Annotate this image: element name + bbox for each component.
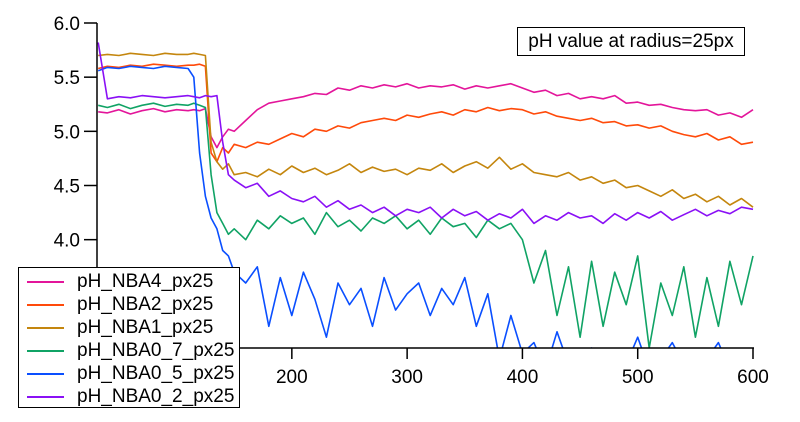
legend-label: pH_NBA1_px25	[77, 316, 214, 338]
y-tick-label: 4.0	[54, 231, 80, 252]
series-line-pH_NBA2_px25	[98, 63, 754, 163]
legend-item: pH_NBA0_2_px25	[19, 385, 239, 408]
x-tick-label: 400	[507, 367, 539, 388]
legend-swatch	[27, 303, 64, 306]
series-line-pH_NBA0_7_px25	[98, 102, 754, 348]
y-tick-label: 5.0	[54, 122, 80, 143]
x-tick-label: 500	[622, 367, 654, 388]
legend-item: pH_NBA4_px25	[19, 270, 239, 293]
y-tick-label: 6.0	[54, 14, 80, 35]
legend-swatch	[27, 372, 64, 375]
x-tick-label: 200	[276, 367, 308, 388]
legend-swatch	[27, 280, 64, 283]
legend-label: pH_NBA4_px25	[77, 270, 214, 292]
legend-swatch	[27, 349, 64, 352]
legend-label: pH_NBA2_px25	[77, 293, 214, 315]
legend-item: pH_NBA2_px25	[19, 293, 239, 316]
y-tick-label: 4.5	[54, 177, 80, 198]
x-tick-label: 300	[391, 367, 423, 388]
series-line-pH_NBA0_5_px25	[97, 65, 753, 348]
legend-item: pH_NBA0_5_px25	[19, 362, 239, 385]
legend-label: pH_NBA0_7_px25	[77, 339, 235, 361]
chart-title: pH value at radius=25px	[517, 27, 745, 56]
legend-swatch	[27, 395, 64, 398]
series-line-pH_NBA1_px25	[98, 52, 754, 208]
series-line-pH_NBA4_px25	[98, 82, 754, 149]
legend-label: pH_NBA0_5_px25	[77, 362, 235, 384]
legend: pH_NBA4_px25 pH_NBA2_px25 pH_NBA1_px25 p…	[18, 267, 240, 408]
x-tick-label: 600	[737, 367, 769, 388]
series-line-pH_NBA0_2_px25	[97, 42, 754, 225]
legend-item: pH_NBA1_px25	[19, 316, 239, 339]
legend-item: pH_NBA0_7_px25	[19, 339, 239, 362]
y-tick-label: 5.5	[54, 68, 80, 89]
legend-swatch	[27, 326, 64, 329]
legend-label: pH_NBA0_2_px25	[77, 385, 235, 407]
